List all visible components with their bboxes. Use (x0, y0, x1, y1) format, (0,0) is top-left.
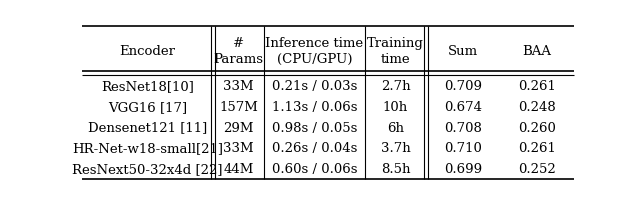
Text: Densenet121 [11]: Densenet121 [11] (88, 121, 207, 134)
Text: 0.98s / 0.05s: 0.98s / 0.05s (272, 121, 357, 134)
Text: Inference time
(CPU/GPU): Inference time (CPU/GPU) (266, 37, 364, 66)
Text: 0.674: 0.674 (444, 100, 482, 113)
Text: Sum: Sum (448, 45, 478, 58)
Text: BAA: BAA (522, 45, 551, 58)
Text: 1.13s / 0.06s: 1.13s / 0.06s (272, 100, 357, 113)
Text: Training
time: Training time (367, 37, 424, 66)
Text: 10h: 10h (383, 100, 408, 113)
Text: 0.21s / 0.03s: 0.21s / 0.03s (272, 80, 357, 92)
Text: 0.709: 0.709 (444, 80, 482, 92)
Text: 44M: 44M (223, 162, 253, 175)
Text: 0.261: 0.261 (518, 142, 556, 155)
Text: 0.710: 0.710 (444, 142, 482, 155)
Text: 3.7h: 3.7h (381, 142, 410, 155)
Text: 0.252: 0.252 (518, 162, 556, 175)
Text: VGG16 [17]: VGG16 [17] (108, 100, 187, 113)
Text: ResNext50-32x4d [22]: ResNext50-32x4d [22] (72, 162, 223, 175)
Text: 0.708: 0.708 (444, 121, 482, 134)
Text: 0.260: 0.260 (518, 121, 556, 134)
Text: 29M: 29M (223, 121, 253, 134)
Text: 2.7h: 2.7h (381, 80, 410, 92)
Text: 6h: 6h (387, 121, 404, 134)
Text: 0.699: 0.699 (444, 162, 482, 175)
Text: 0.248: 0.248 (518, 100, 556, 113)
Text: 0.60s / 0.06s: 0.60s / 0.06s (272, 162, 357, 175)
Text: HR-Net-w18-small[21]: HR-Net-w18-small[21] (72, 142, 223, 155)
Text: 0.261: 0.261 (518, 80, 556, 92)
Text: ResNet18[10]: ResNet18[10] (101, 80, 194, 92)
Text: 33M: 33M (223, 80, 253, 92)
Text: #
Params: # Params (213, 37, 264, 66)
Text: 8.5h: 8.5h (381, 162, 410, 175)
Text: 0.26s / 0.04s: 0.26s / 0.04s (272, 142, 357, 155)
Text: Encoder: Encoder (120, 45, 175, 58)
Text: 33M: 33M (223, 142, 253, 155)
Text: 157M: 157M (219, 100, 258, 113)
